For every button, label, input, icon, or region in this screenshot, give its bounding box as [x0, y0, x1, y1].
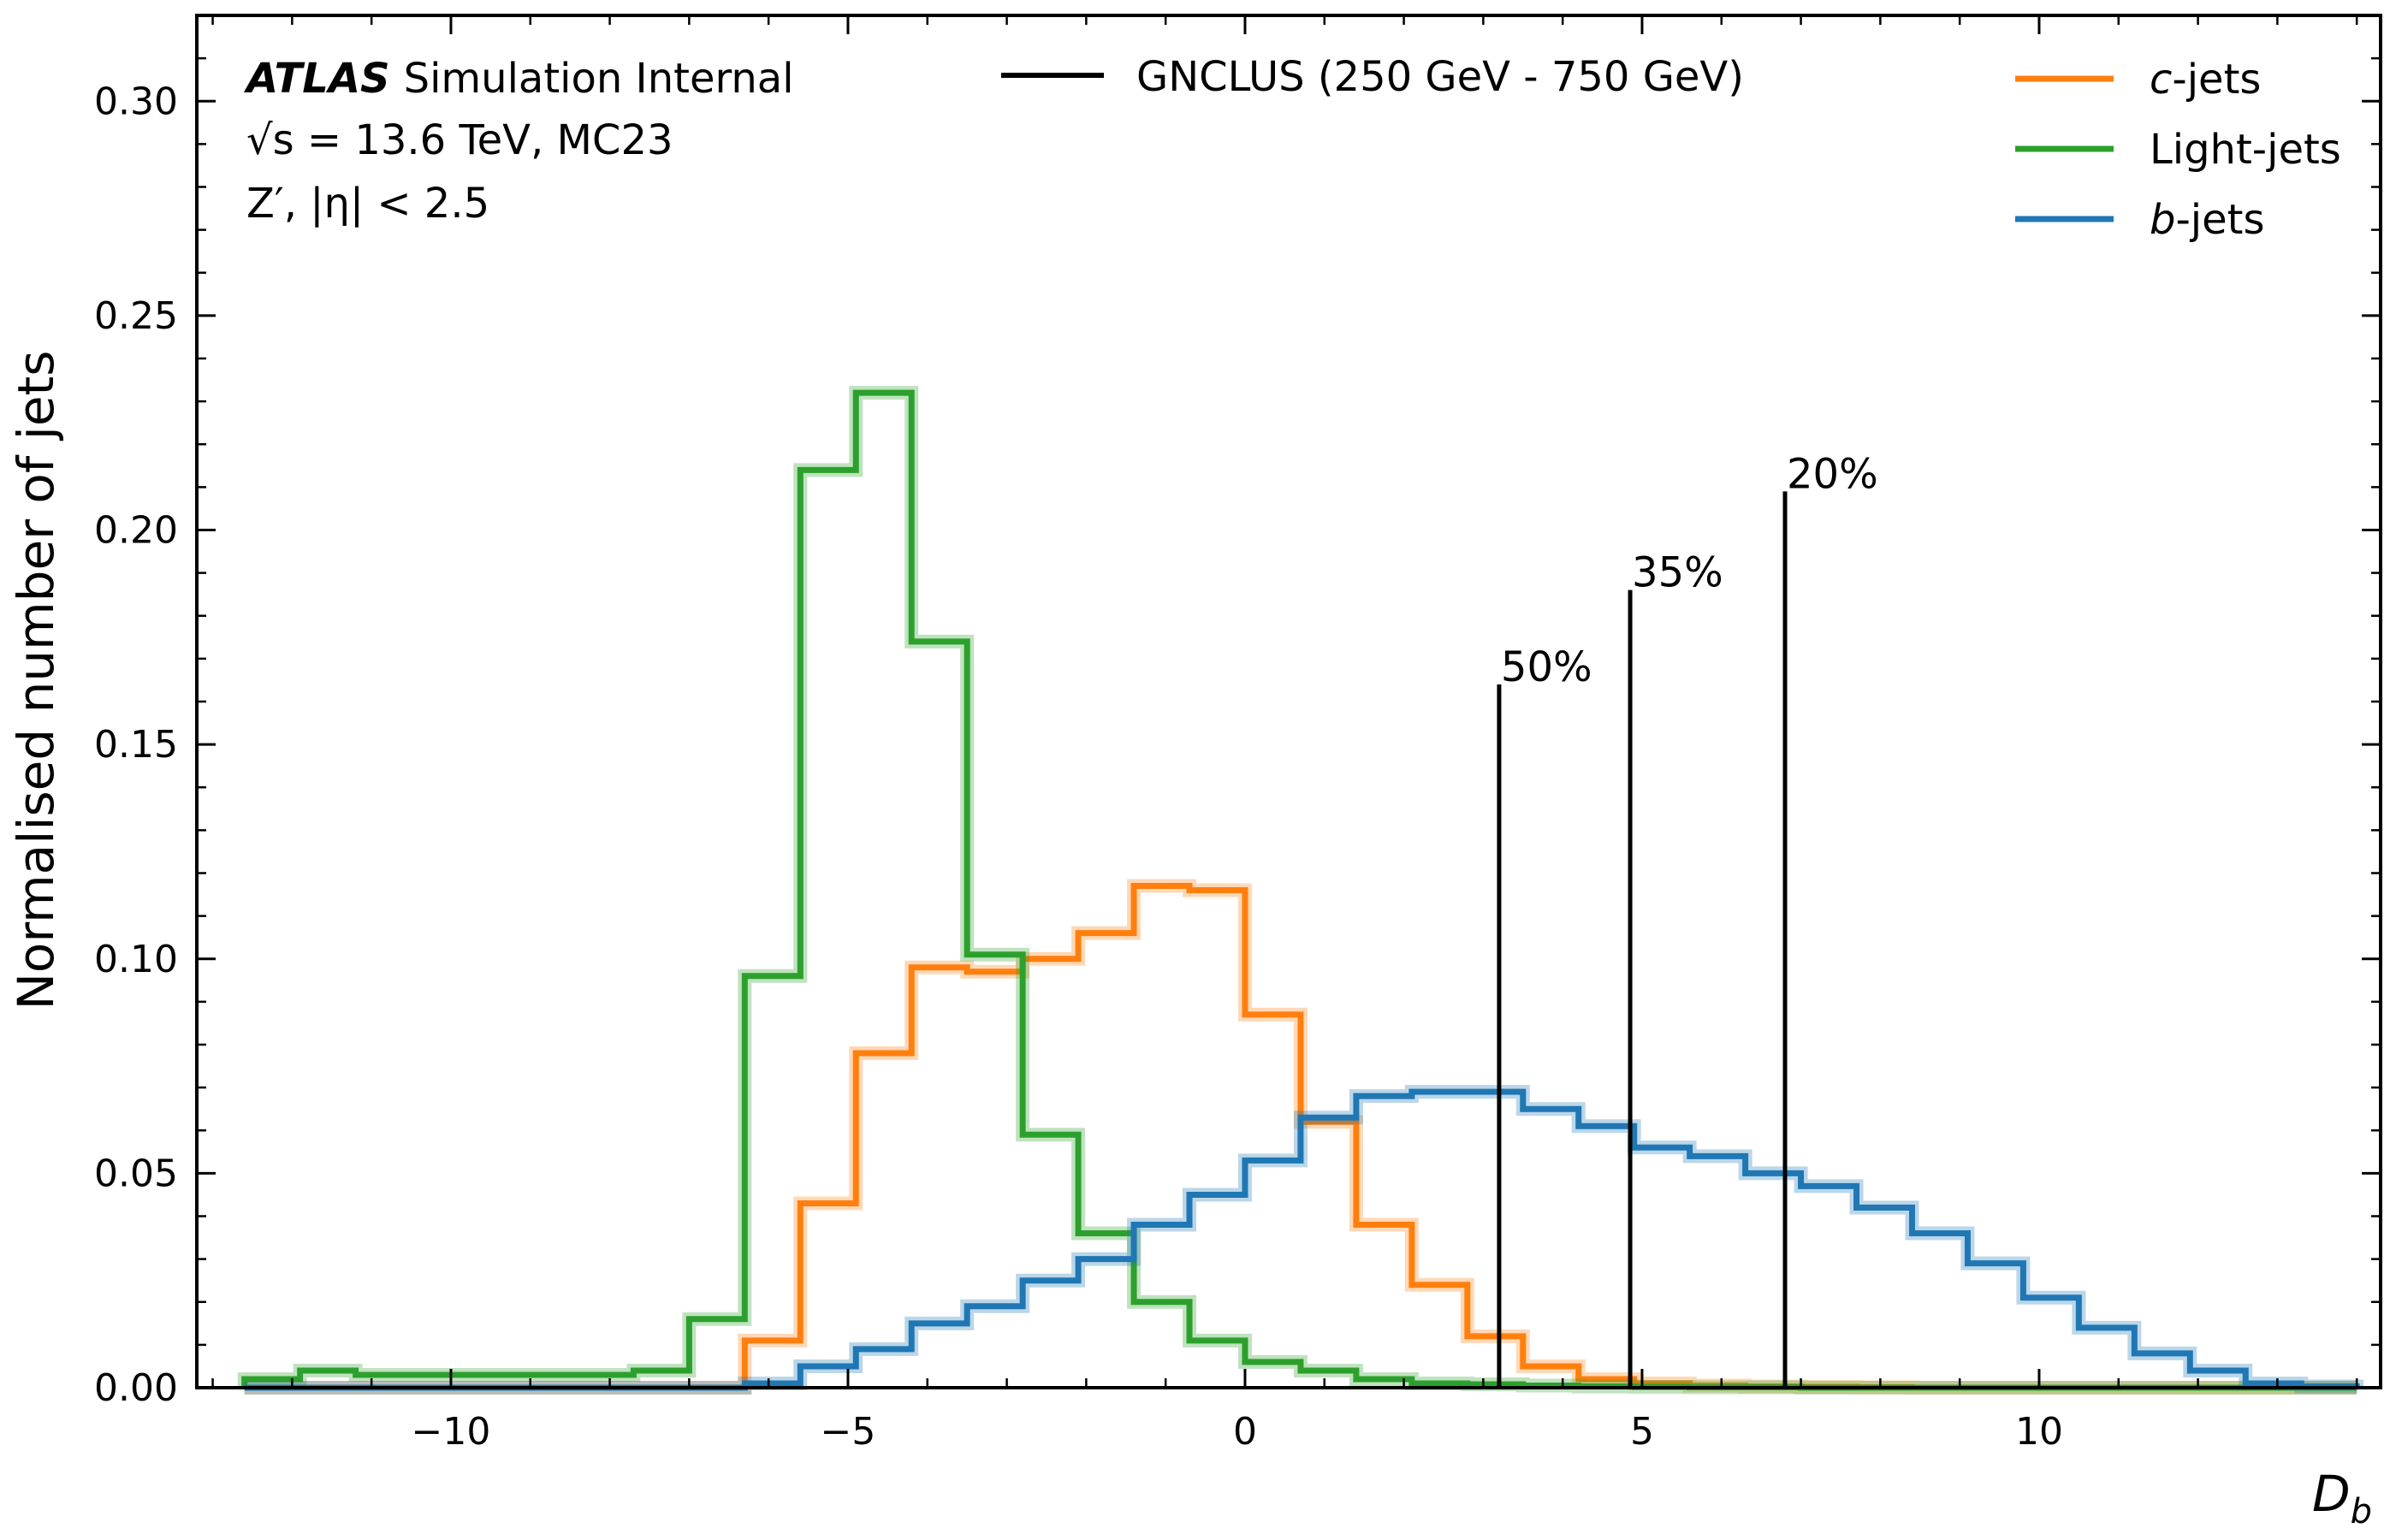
x-tick-label: 0 — [1233, 1410, 1257, 1454]
y-tick-label: 0.20 — [94, 509, 178, 553]
y-tick-label: 0.25 — [94, 294, 178, 338]
legend-label-b-jets: b-jets — [2150, 196, 2264, 244]
x-axis-label: Db — [2312, 1465, 2372, 1531]
atlas-subtitle: Simulation Internal — [404, 55, 794, 103]
atlas-annotation: ATLAS Simulation Internal √s = 13.6 TeV, … — [243, 55, 794, 228]
x-tick-label: 10 — [2015, 1410, 2063, 1454]
x-axis-ticks: −10 −5 0 5 10 — [211, 15, 2358, 1454]
working-point-layer: 50% 35% 20% — [1497, 450, 1878, 1388]
y-tick-label: 0.15 — [94, 723, 178, 767]
atlas-line-1: ATLAS Simulation Internal — [243, 55, 794, 103]
y-tick-label: 0.05 — [94, 1152, 178, 1195]
y-axis-ticks: 0.00 0.05 0.10 0.15 0.20 0.25 0.30 — [94, 14, 2381, 1410]
x-tick-label: −5 — [821, 1410, 876, 1454]
y-tick-label: 0.30 — [94, 80, 178, 123]
atlas-label: ATLAS — [243, 55, 390, 103]
x-tick-label: 5 — [1630, 1410, 1654, 1454]
series-legend: c-jets Light-jets b-jets — [2015, 56, 2341, 244]
atlas-line-3: Z′, |η| < 2.5 — [246, 180, 489, 228]
x-tick-label: −10 — [412, 1410, 491, 1454]
x-axis-label-sub: b — [2351, 1492, 2372, 1531]
tagger-legend: GNCLUS (250 GeV - 750 GeV) — [1001, 53, 1744, 101]
working-point-label-50: 50% — [1501, 643, 1592, 691]
b-jets-histogram-line — [244, 1088, 2360, 1391]
y-tick-label: 0.00 — [94, 1366, 178, 1410]
atlas-line-2: √s = 13.6 TeV, MC23 — [246, 116, 673, 164]
x-axis-label-main: D — [2312, 1465, 2351, 1523]
working-point-label-35: 35% — [1632, 549, 1723, 597]
y-tick-label: 0.10 — [94, 938, 178, 981]
working-point-label-20: 20% — [1787, 450, 1878, 498]
legend-label-c-jets: c-jets — [2150, 56, 2261, 104]
tagger-legend-label: GNCLUS (250 GeV - 750 GeV) — [1136, 53, 1744, 101]
y-axis-label: Normalised number of jets — [7, 350, 65, 1010]
legend-label-light-jets: Light-jets — [2150, 126, 2341, 174]
